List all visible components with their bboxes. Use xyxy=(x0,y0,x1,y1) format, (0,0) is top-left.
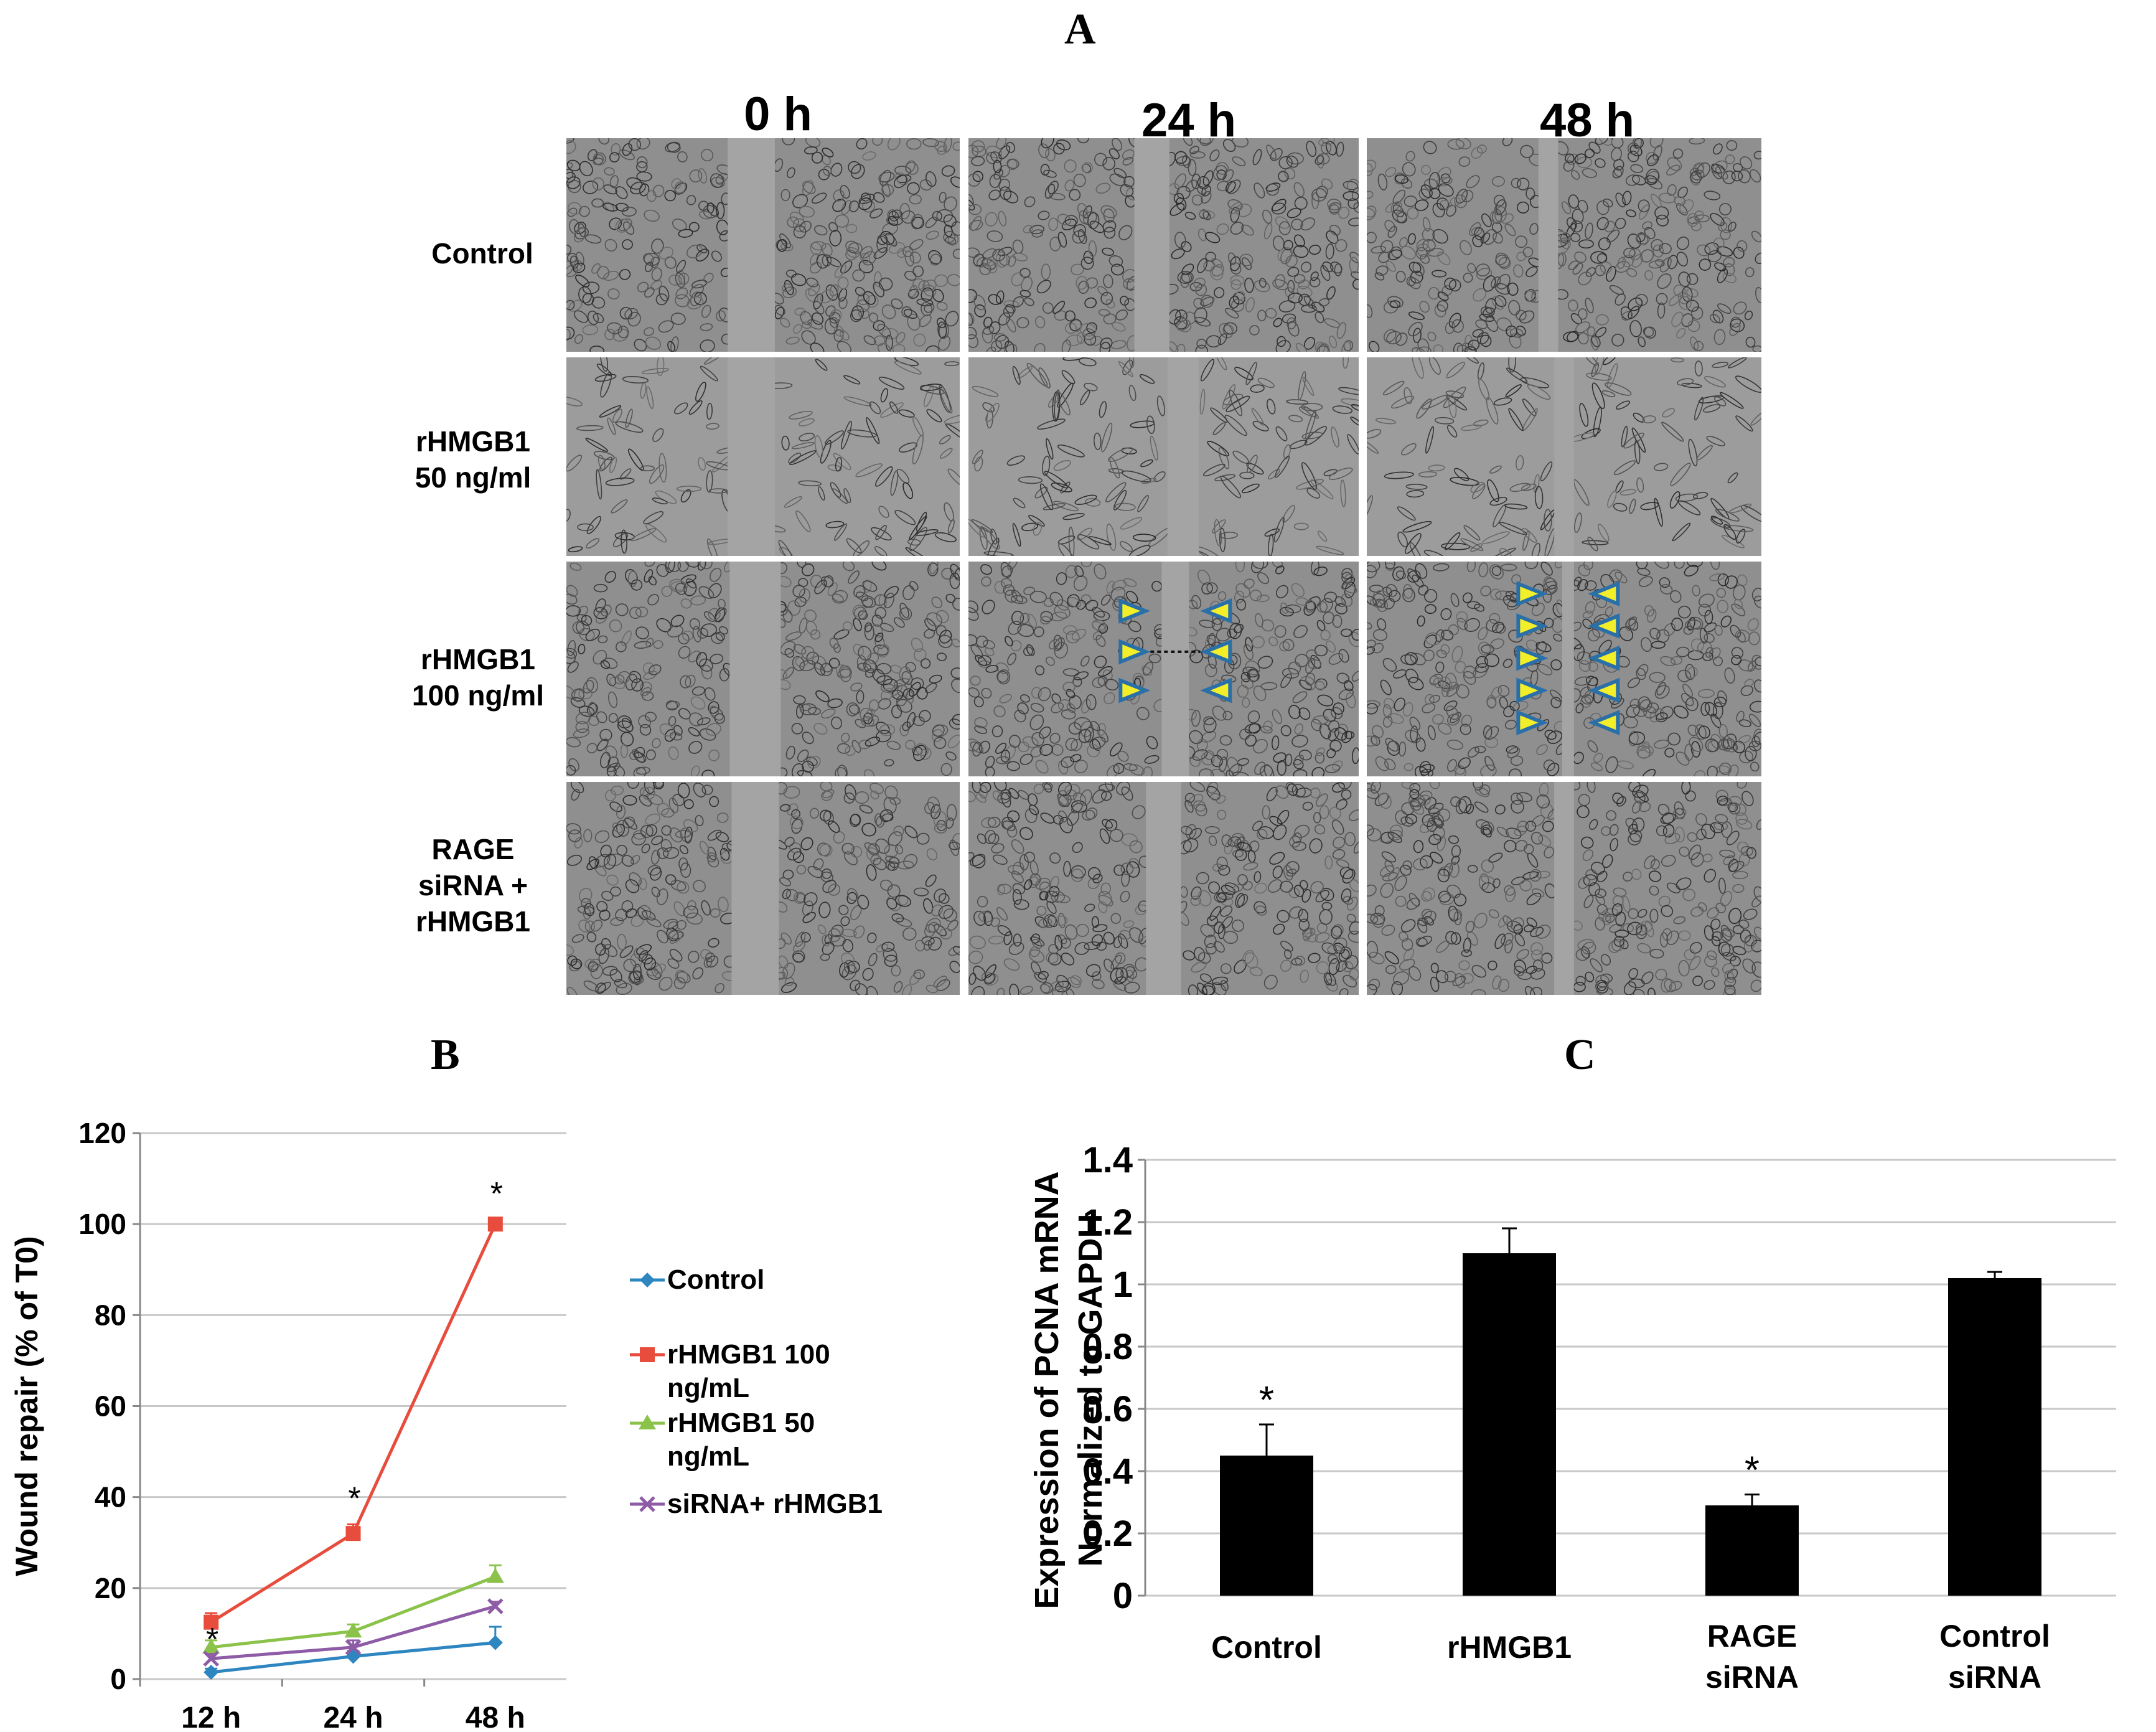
bar-2 xyxy=(1705,1505,1799,1596)
y-tick-label-c: 1.2 xyxy=(1082,1202,1133,1243)
legend-label: rHMGB1 100 ng/mL xyxy=(667,1339,830,1403)
data-point xyxy=(487,1217,503,1232)
y-tick-label-c: 0.2 xyxy=(1082,1513,1133,1554)
micrograph-r3-c1 xyxy=(968,782,1359,995)
y-axis-label-b: Wound repair (% of T0) xyxy=(9,1236,44,1576)
data-point xyxy=(204,1665,219,1680)
micrograph-column-24h: 24 h xyxy=(1141,94,1237,147)
bar-3 xyxy=(1948,1278,2041,1596)
x-tick-label-c: rHMGB1 xyxy=(1447,1630,1572,1665)
data-point xyxy=(345,1526,361,1541)
significance-marker-b: * xyxy=(206,1622,218,1658)
y-tick-label-b: 20 xyxy=(95,1572,126,1604)
y-tick-label-b: 40 xyxy=(95,1481,126,1513)
error-bar-c xyxy=(1745,1494,1760,1505)
micrograph-r0-c1 xyxy=(968,138,1359,352)
micrograph-column-0h: 0 h xyxy=(744,88,812,141)
error-bar-c xyxy=(1259,1423,1274,1456)
y-axis-label-c-line-1: Normalized to GAPDH xyxy=(1072,1213,1109,1566)
row-label-line: rHMGB1 xyxy=(415,425,531,458)
y-tick-label-b: 80 xyxy=(95,1299,126,1331)
micrograph-r3-c2 xyxy=(1367,782,1761,995)
y-tick-label-b: 60 xyxy=(95,1390,126,1423)
micrograph-r1-c0 xyxy=(566,357,960,556)
significance-marker-b: * xyxy=(490,1176,503,1212)
micrograph-r0-c0 xyxy=(566,138,960,352)
y-tick-label-b: 100 xyxy=(78,1208,126,1240)
panel-letter-a: A xyxy=(1064,6,1096,54)
series-line-1 xyxy=(210,1223,497,1624)
significance-marker-b: * xyxy=(348,1481,360,1517)
micrograph-r1-c2 xyxy=(1367,357,1761,556)
significance-marker-c: * xyxy=(1259,1379,1274,1422)
panel-letter-b: B xyxy=(431,1031,460,1079)
row-label-line: rHMGB1 xyxy=(415,905,531,938)
y-axis-label-c-line-0: Expression of PCNA mRNA xyxy=(1028,1171,1066,1609)
micrograph-column-48h: 48 h xyxy=(1539,94,1635,147)
micrograph-r0-c2 xyxy=(1367,138,1761,352)
legend-label: Control xyxy=(667,1264,764,1295)
panel-letter-c: C xyxy=(1564,1031,1596,1079)
micrograph-row-control: Control xyxy=(395,235,569,271)
y-tick-label-c: 0.4 xyxy=(1082,1451,1133,1492)
data-point xyxy=(344,1622,362,1638)
row-label-line: 50 ng/ml xyxy=(415,461,532,494)
micrograph-r1-c1 xyxy=(968,357,1359,556)
x-tick-label-c: Control siRNA xyxy=(1939,1619,2050,1695)
legend-label: rHMGB1 50 ng/mL xyxy=(667,1408,815,1472)
row-label-line: siRNA + xyxy=(418,869,528,901)
bar-1 xyxy=(1463,1253,1556,1596)
data-point xyxy=(202,1638,220,1654)
y-tick-label-c: 0 xyxy=(1113,1576,1133,1616)
data-point xyxy=(486,1568,504,1583)
micrograph-r2-c2 xyxy=(1367,562,1761,776)
data-point xyxy=(487,1635,503,1650)
legend-entry-3: siRNA+ rHMGB1 xyxy=(630,1489,883,1519)
error-bar-c xyxy=(1987,1271,2002,1278)
y-tick-label-b: 120 xyxy=(78,1117,126,1149)
data-point xyxy=(487,1598,504,1614)
micrograph-r2-c0 xyxy=(566,562,960,776)
y-tick-label-b: 0 xyxy=(110,1663,126,1695)
micrograph-row-rhmgb1-100: rHMGB1 100 ng/ml xyxy=(391,641,565,713)
y-tick-label-c: 0.8 xyxy=(1082,1327,1133,1367)
micrograph-r2-c1 xyxy=(968,562,1359,776)
row-label-line: 100 ng/ml xyxy=(411,679,545,712)
data-point xyxy=(345,1639,362,1655)
micrograph-row-rhmgb1-50: rHMGB1 50 ng/ml xyxy=(386,423,560,496)
micrograph-row-rage-sirna: RAGE siRNA + rHMGB1 xyxy=(386,831,560,939)
significance-marker-c: * xyxy=(1745,1449,1760,1492)
y-tick-label-c: 1.4 xyxy=(1082,1140,1133,1180)
error-bar-c xyxy=(1502,1227,1517,1253)
x-tick-label-b: 24 h xyxy=(323,1701,383,1732)
y-tick-label-c: 1 xyxy=(1113,1264,1133,1305)
y-tick-label-c: 0.6 xyxy=(1082,1389,1133,1429)
x-tick-label-c: RAGE siRNA xyxy=(1705,1619,1799,1695)
x-tick-label-b: 48 h xyxy=(466,1701,525,1732)
micrograph-r3-c0 xyxy=(566,782,960,995)
legend-entry-0: Control xyxy=(630,1264,764,1295)
data-point xyxy=(204,1614,219,1630)
bar-0 xyxy=(1220,1456,1313,1596)
row-label-line: rHMGB1 xyxy=(420,643,536,675)
data-point xyxy=(203,1650,219,1667)
chart-b-wound-repair: 0 20 40 60 80 100 120 12 h 24 h 48 h Wound repair … xyxy=(9,1117,883,1732)
row-label-line: RAGE xyxy=(431,833,515,865)
legend-label: siRNA+ rHMGB1 xyxy=(667,1489,883,1519)
x-tick-label-b: 12 h xyxy=(181,1701,241,1732)
x-tick-label-c: Control xyxy=(1211,1630,1322,1665)
legend-entry-2: rHMGB1 50 ng/mL xyxy=(630,1408,815,1472)
row-label-line: Control xyxy=(431,237,533,270)
legend-entry-1: rHMGB1 100 ng/mL xyxy=(630,1339,830,1403)
